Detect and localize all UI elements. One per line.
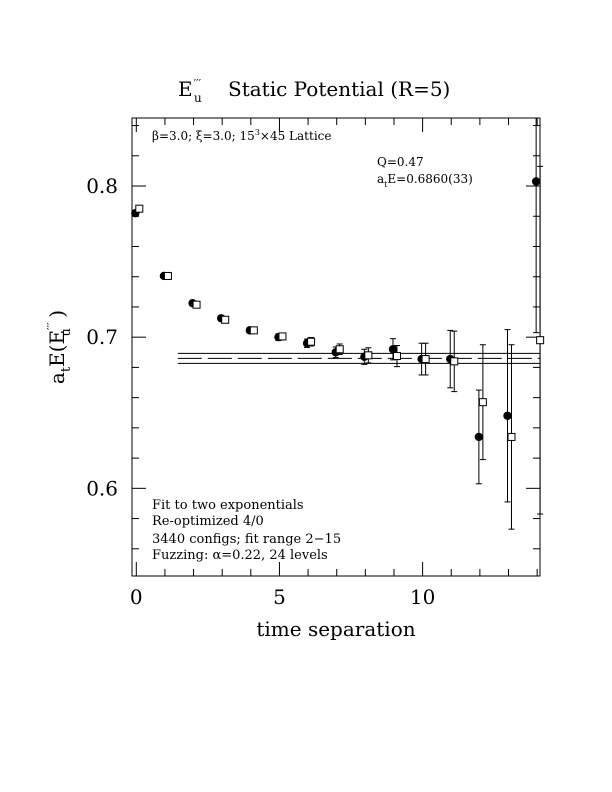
x-tick-label: 0 [130, 585, 143, 609]
data-point-circle [388, 345, 398, 354]
data-point-square [536, 336, 545, 345]
data-point-square [307, 337, 316, 346]
note-optimization: Re-optimized 4/0 [152, 514, 264, 529]
x-tick-label: 10 [410, 585, 435, 609]
data-point-square [478, 398, 487, 407]
data-points [131, 118, 545, 530]
x-axis-label: time separation [256, 617, 415, 641]
data-point-square [192, 300, 201, 309]
y-tick-label: 0.7 [86, 325, 118, 349]
data-point-circle [474, 432, 484, 442]
y-tick-label: 0.6 [86, 476, 118, 500]
axis-ticks: 0 5 10 0.6 0.7 0.8 [86, 118, 540, 609]
y-tick-label: 0.8 [86, 174, 118, 198]
data-point-square [135, 204, 144, 213]
chart-title: E′′′ u Static Potential (R=5) [178, 77, 450, 105]
data-point-square [450, 357, 459, 366]
x-tick-label: 5 [273, 585, 286, 609]
data-point-square [421, 355, 430, 364]
data-point-square [335, 345, 344, 354]
data-point-square [163, 271, 172, 280]
data-point-square [392, 352, 401, 361]
y-axis-label: atE(E′′′u ) [45, 310, 74, 384]
data-point-square [364, 351, 373, 360]
data-point-circle [503, 411, 512, 420]
fit-quality: Q=0.47 [377, 155, 424, 169]
data-point-square [507, 432, 516, 441]
data-point-circle [531, 177, 541, 186]
fit-energy: atE=0.6860(33) [377, 172, 473, 189]
data-point-square [249, 326, 258, 335]
data-point-square [278, 332, 287, 341]
data-point-square [221, 315, 230, 324]
lattice-info: β=3.0; ξ=3.0; 153×45 Lattice [152, 128, 331, 143]
fit-band [177, 352, 540, 364]
note-configs: 3440 configs; fit range 2−15 [152, 532, 341, 547]
note-fuzzing: Fuzzing: α=0.22, 24 levels [152, 548, 328, 563]
note-fit-type: Fit to two exponentials [152, 498, 304, 513]
